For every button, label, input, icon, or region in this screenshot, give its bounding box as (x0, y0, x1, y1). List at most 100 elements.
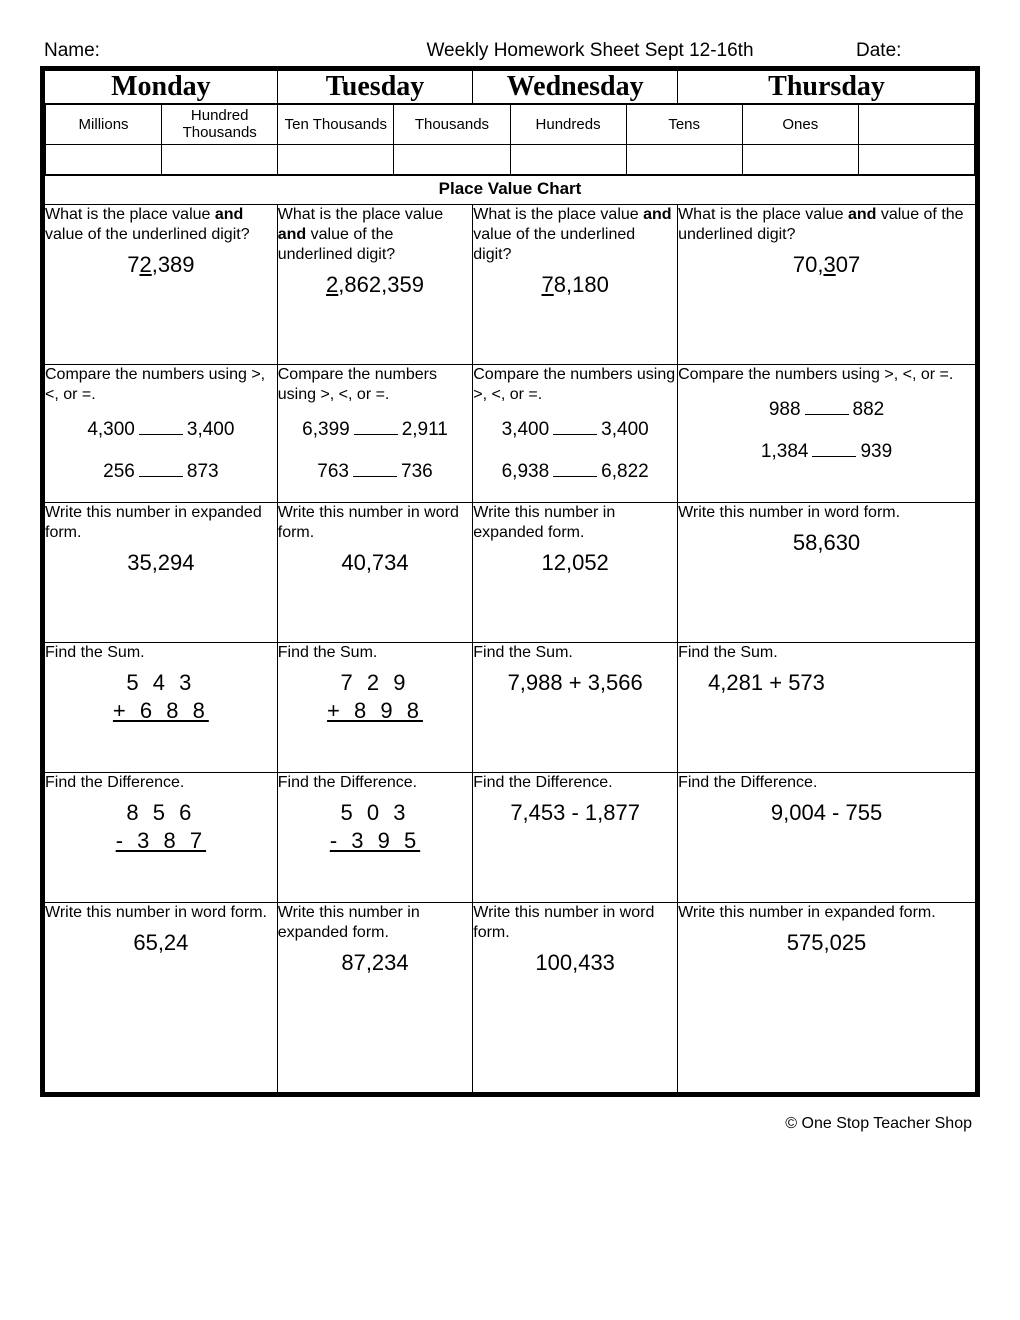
pv-cell[interactable] (46, 144, 162, 174)
expression: 7,988 + 3,566 (473, 669, 677, 697)
number: 78,180 (473, 271, 677, 299)
cell-thu-r5: Find the Difference. 9,004 - 755 (678, 773, 976, 903)
compare: 988882 1,384939 (678, 397, 975, 465)
blank[interactable] (553, 459, 597, 477)
number: 70,307 (678, 251, 975, 279)
number: 87,234 (278, 949, 473, 977)
prompt: Write this number in expanded form. (473, 503, 677, 543)
name-label: Name: (44, 40, 324, 62)
pv-cell[interactable] (162, 144, 278, 174)
prompt: Find the Difference. (678, 773, 975, 793)
worksheet-frame: Monday Tuesday Wednesday Thursday Millio… (40, 66, 980, 1097)
prompt: Write this number in word form. (473, 903, 677, 943)
prompt: Find the Difference. (45, 773, 277, 793)
number: 35,294 (45, 549, 277, 577)
number: 2,862,359 (278, 271, 473, 299)
pv-cell[interactable] (394, 144, 510, 174)
subtraction: 8 5 6 - 3 8 7 (45, 799, 277, 854)
prompt: Write this number in word form. (678, 503, 975, 523)
place-value-chart: Millions Hundred Thousands Ten Thousands… (45, 104, 976, 205)
prompt: Write this number in word form. (45, 903, 277, 923)
cell-mon-r4: Find the Sum. 5 4 3 + 6 8 8 (45, 643, 278, 773)
prompt: What is the place value and value of the… (45, 205, 277, 245)
cell-mon-r5: Find the Difference. 8 5 6 - 3 8 7 (45, 773, 278, 903)
cell-mon-r3: Write this number in expanded form. 35,2… (45, 503, 278, 643)
pv-caption: Place Value Chart (45, 175, 975, 204)
header-row: Name: Weekly Homework Sheet Sept 12-16th… (40, 40, 980, 62)
prompt: Find the Sum. (45, 643, 277, 663)
pv-cell[interactable] (510, 144, 626, 174)
pv-millions: Millions (46, 105, 162, 145)
prompt: What is the place value and value of the… (278, 205, 473, 265)
row-form-1: Write this number in expanded form. 35,2… (45, 503, 976, 643)
prompt: Find the Sum. (473, 643, 677, 663)
blank[interactable] (139, 417, 183, 435)
date-label: Date: (856, 40, 976, 62)
day-wednesday: Wednesday (473, 71, 678, 104)
pv-hundreds: Hundreds (510, 105, 626, 145)
blank[interactable] (354, 417, 398, 435)
prompt: What is the place value and value of the… (678, 205, 975, 245)
row-form-2: Write this number in word form. 65,24 Wr… (45, 903, 976, 1093)
cell-tue-r6: Write this number in expanded form. 87,2… (277, 903, 473, 1093)
compare: 4,3003,400 256873 (45, 417, 277, 485)
number: 72,389 (45, 251, 277, 279)
sheet-title: Weekly Homework Sheet Sept 12-16th (324, 40, 856, 62)
prompt: Compare the numbers using >, <, or =. (45, 365, 277, 405)
expression: 4,281 + 573 (678, 669, 975, 697)
cell-tue-r4: Find the Sum. 7 2 9 + 8 9 8 (277, 643, 473, 773)
pv-hundred-thousands: Hundred Thousands (162, 105, 278, 145)
prompt: Find the Sum. (678, 643, 975, 663)
blank[interactable] (812, 439, 856, 457)
pv-cell[interactable] (858, 144, 974, 174)
cell-wed-r2: Compare the numbers using >, <, or =. 3,… (473, 364, 678, 503)
number: 12,052 (473, 549, 677, 577)
row-place-value-digit: What is the place value and value of the… (45, 204, 976, 364)
row-compare: Compare the numbers using >, <, or =. 4,… (45, 364, 976, 503)
addition: 7 2 9 + 8 9 8 (278, 669, 473, 724)
blank[interactable] (805, 397, 849, 415)
pv-tens: Tens (626, 105, 742, 145)
number: 40,734 (278, 549, 473, 577)
cell-mon-r6: Write this number in word form. 65,24 (45, 903, 278, 1093)
cell-thu-r2: Compare the numbers using >, <, or =. 98… (678, 364, 976, 503)
prompt: Find the Sum. (278, 643, 473, 663)
pv-table: Millions Hundred Thousands Ten Thousands… (45, 104, 975, 175)
cell-wed-r5: Find the Difference. 7,453 - 1,877 (473, 773, 678, 903)
prompt: Write this number in word form. (278, 503, 473, 543)
cell-tue-r2: Compare the numbers using >, <, or =. 6,… (277, 364, 473, 503)
pv-header-row: Millions Hundred Thousands Ten Thousands… (46, 105, 975, 145)
row-difference: Find the Difference. 8 5 6 - 3 8 7 Find … (45, 773, 976, 903)
cell-wed-r1: What is the place value and value of the… (473, 204, 678, 364)
blank[interactable] (553, 417, 597, 435)
cell-thu-r4: Find the Sum. 4,281 + 573 (678, 643, 976, 773)
cell-thu-r3: Write this number in word form. 58,630 (678, 503, 976, 643)
worksheet-page: Name: Weekly Homework Sheet Sept 12-16th… (0, 0, 1020, 1153)
blank[interactable] (139, 459, 183, 477)
pv-cell[interactable] (742, 144, 858, 174)
prompt: Find the Difference. (278, 773, 473, 793)
row-sum: Find the Sum. 5 4 3 + 6 8 8 Find the Sum… (45, 643, 976, 773)
prompt: Compare the numbers using >, <, or =. (278, 365, 473, 405)
subtraction: 5 0 3 - 3 9 5 (278, 799, 473, 854)
addition: 5 4 3 + 6 8 8 (45, 669, 277, 724)
prompt: Write this number in expanded form. (45, 503, 277, 543)
cell-wed-r3: Write this number in expanded form. 12,0… (473, 503, 678, 643)
day-header-row: Monday Tuesday Wednesday Thursday (45, 71, 976, 104)
expression: 9,004 - 755 (678, 799, 975, 827)
footer-copyright: © One Stop Teacher Shop (40, 1097, 980, 1133)
pv-ten-thousands: Ten Thousands (278, 105, 394, 145)
prompt: Find the Difference. (473, 773, 677, 793)
cell-wed-r6: Write this number in word form. 100,433 (473, 903, 678, 1093)
blank[interactable] (353, 459, 397, 477)
pv-cell[interactable] (278, 144, 394, 174)
number: 58,630 (678, 529, 975, 557)
worksheet-grid: Monday Tuesday Wednesday Thursday Millio… (44, 70, 976, 1093)
pv-cell[interactable] (626, 144, 742, 174)
pv-ones: Ones (742, 105, 858, 145)
day-tuesday: Tuesday (277, 71, 473, 104)
expression: 7,453 - 1,877 (473, 799, 677, 827)
compare: 3,4003,400 6,9386,822 (473, 417, 677, 485)
number: 100,433 (473, 949, 677, 977)
cell-tue-r5: Find the Difference. 5 0 3 - 3 9 5 (277, 773, 473, 903)
